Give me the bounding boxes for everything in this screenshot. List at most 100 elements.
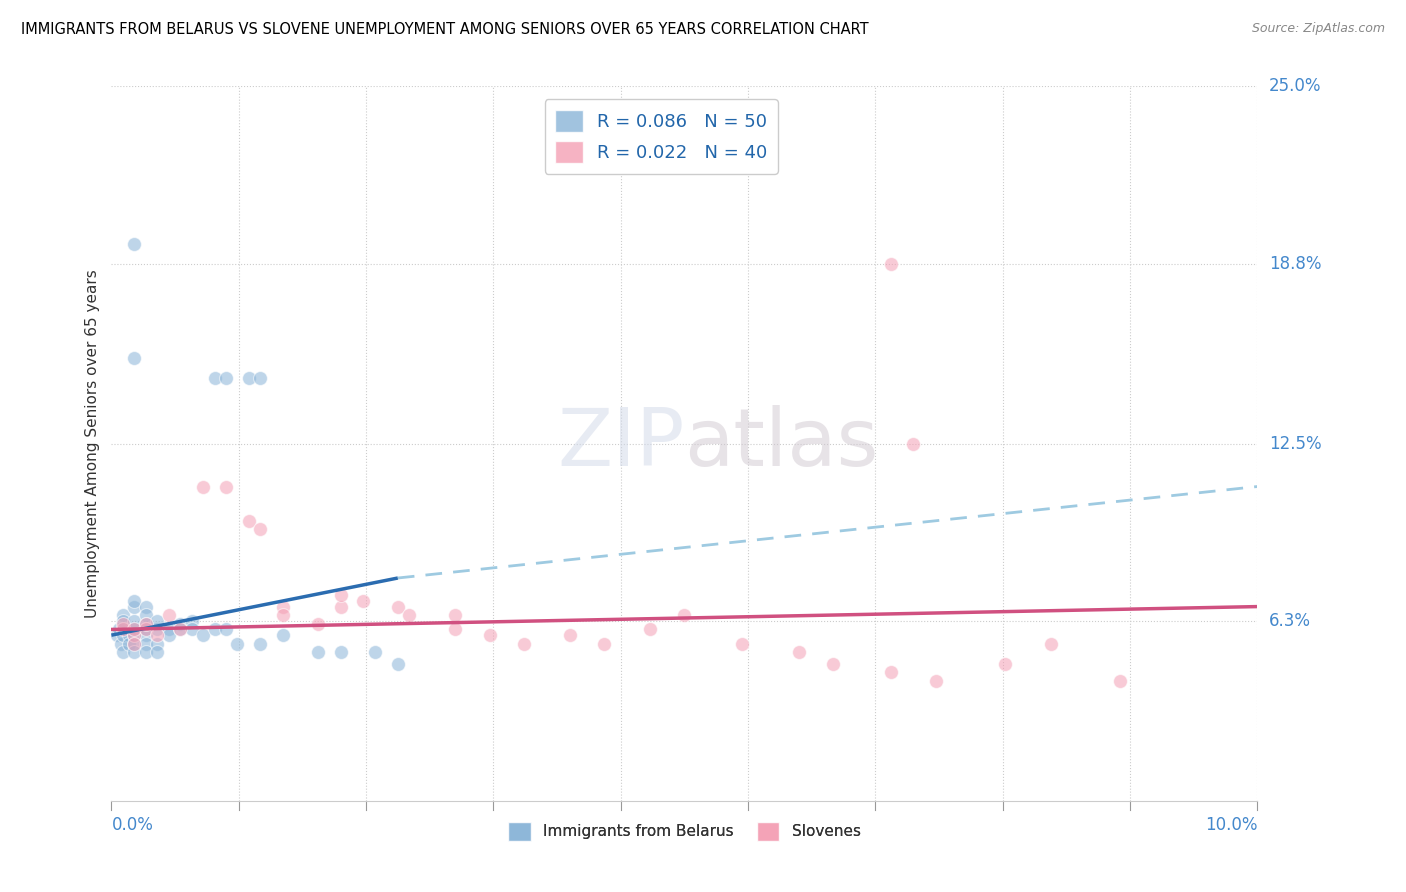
Point [513,637,536,651]
Text: 12.5%: 12.5% [1268,434,1322,452]
Point [249,371,271,385]
Point [111,616,134,631]
Point [271,599,294,614]
Point [135,623,157,637]
Point [169,623,191,637]
Point [124,599,146,614]
Point [124,623,146,637]
Point [124,628,146,642]
Point [135,608,157,623]
Point [111,608,134,623]
Point [110,637,132,651]
Point [180,623,202,637]
Point [124,637,146,651]
Point [135,616,157,631]
Point [364,645,387,659]
Point [135,628,157,642]
Point [135,616,157,631]
Point [593,637,616,651]
Point [169,623,191,637]
Point [444,608,467,623]
Point [146,623,169,637]
Point [730,637,752,651]
Point [329,599,352,614]
Point [124,351,146,365]
Text: 25.0%: 25.0% [1268,78,1322,95]
Point [135,599,157,614]
Point [638,623,661,637]
Text: ZIP: ZIP [557,405,685,483]
Point [124,628,146,642]
Point [329,588,352,602]
Point [117,628,139,642]
Point [146,614,169,628]
Point [879,665,901,680]
Point [787,645,810,659]
Point [215,479,238,493]
Point [204,623,226,637]
Point [157,623,180,637]
Point [387,657,409,671]
Point [1039,637,1062,651]
Point [169,616,191,631]
Point [135,623,157,637]
Point [124,614,146,628]
Text: Source: ZipAtlas.com: Source: ZipAtlas.com [1251,22,1385,36]
Point [226,637,249,651]
Legend: Immigrants from Belarus, Slovenes: Immigrants from Belarus, Slovenes [502,816,868,847]
Point [823,657,845,671]
Point [111,623,134,637]
Point [180,614,202,628]
Point [108,623,131,637]
Point [673,608,696,623]
Point [1108,673,1130,688]
Point [307,616,329,631]
Point [329,645,352,659]
Point [157,628,180,642]
Point [444,623,467,637]
Point [558,628,581,642]
Point [238,371,260,385]
Point [117,637,139,651]
Point [271,608,294,623]
Point [157,608,180,623]
Point [215,623,238,637]
Text: 10.0%: 10.0% [1205,815,1257,833]
Point [191,628,214,642]
Point [111,628,134,642]
Point [105,628,128,642]
Point [903,436,925,450]
Point [353,594,375,608]
Text: 6.3%: 6.3% [1268,612,1310,630]
Text: IMMIGRANTS FROM BELARUS VS SLOVENE UNEMPLOYMENT AMONG SENIORS OVER 65 YEARS CORR: IMMIGRANTS FROM BELARUS VS SLOVENE UNEMP… [21,22,869,37]
Text: 0.0%: 0.0% [111,815,153,833]
Point [478,628,501,642]
Point [994,657,1017,671]
Point [204,371,226,385]
Point [146,628,169,642]
Text: 18.8%: 18.8% [1268,254,1322,273]
Point [124,236,146,251]
Point [398,608,420,623]
Point [111,614,134,628]
Point [307,645,329,659]
Point [925,673,948,688]
Point [238,514,260,528]
Point [249,523,271,537]
Point [124,623,146,637]
Point [249,637,271,651]
Point [146,637,169,651]
Point [879,257,901,271]
Point [191,479,214,493]
Point [111,623,134,637]
Point [146,645,169,659]
Point [124,637,146,651]
Y-axis label: Unemployment Among Seniors over 65 years: Unemployment Among Seniors over 65 years [86,269,100,618]
Point [124,594,146,608]
Point [271,628,294,642]
Point [135,645,157,659]
Point [135,637,157,651]
Point [215,371,238,385]
Point [111,645,134,659]
Point [124,645,146,659]
